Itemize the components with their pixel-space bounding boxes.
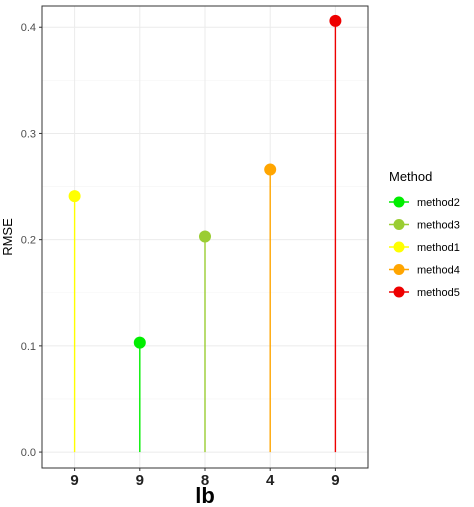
legend-title: Method [389, 169, 432, 184]
method5-legend-label: method5 [417, 287, 460, 299]
y-tick-label: 0.1 [21, 341, 36, 353]
y-axis-label: RMSE [0, 218, 15, 256]
x-axis-ticks: 9 9 8 4 9 [70, 468, 340, 489]
method4-legend-label: method4 [417, 265, 460, 277]
method3-legend-key [393, 219, 405, 230]
x-tick-label: 9 [136, 472, 144, 489]
x-tick-label: 4 [266, 472, 275, 489]
method3-point [199, 230, 211, 243]
method2-legend-key [393, 196, 405, 208]
lollipop-points [68, 14, 342, 349]
method1-legend-key [393, 241, 405, 253]
y-tick-label: 0.3 [21, 128, 36, 140]
method1-legend-label: method1 [417, 242, 460, 254]
x-tick-label: 9 [70, 472, 78, 489]
x-tick-label: 8 [201, 472, 209, 489]
legend: Method method2 method3 method1 method4 metho… [389, 169, 460, 299]
method4-point [264, 163, 277, 176]
lollipop-stems [73, 20, 337, 453]
method2-legend-label: method2 [417, 197, 460, 209]
y-axis-ticks: 0.0 0.1 0.2 0.3 0.4 [21, 22, 42, 459]
method2-point [133, 336, 146, 349]
method3-legend-label: method3 [417, 220, 460, 232]
x-tick-label: 9 [331, 472, 339, 489]
method4-legend-key [393, 264, 405, 275]
y-tick-label: 0.4 [21, 22, 36, 34]
y-tick-label: 0.2 [21, 235, 36, 247]
y-tick-label: 0.0 [21, 447, 36, 459]
method5-legend-key [393, 286, 405, 298]
method1-point [68, 190, 81, 203]
x-axis-label: lb [195, 483, 215, 507]
method5-point [329, 14, 342, 27]
